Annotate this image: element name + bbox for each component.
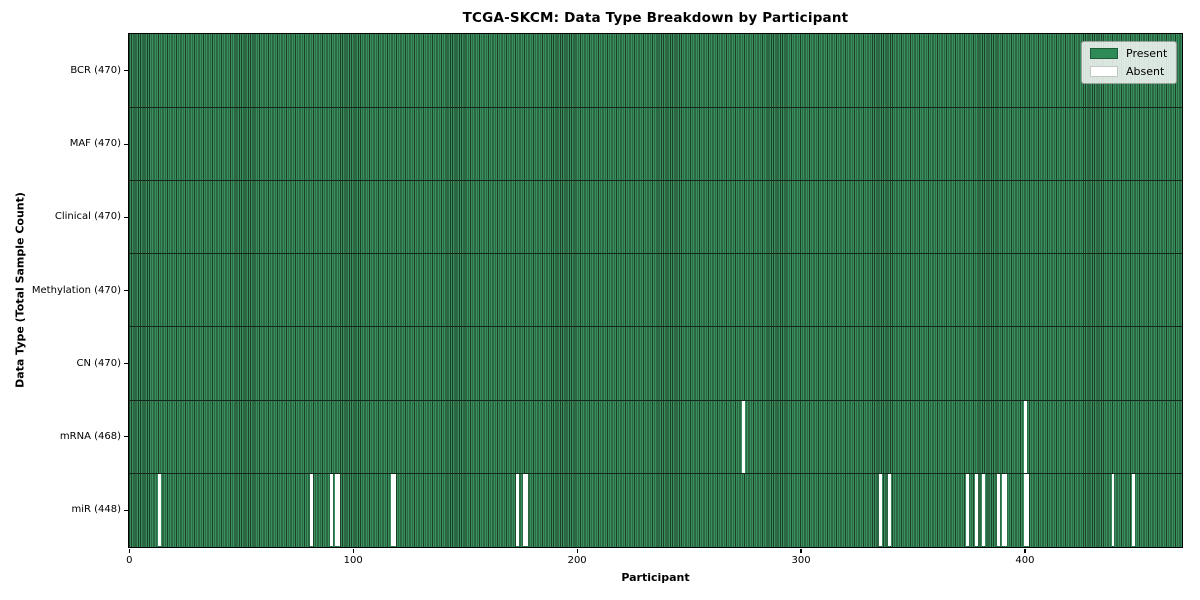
y-tick-mark (124, 363, 128, 365)
absent-gap-miR (981, 473, 985, 547)
x-tick-label: 400 (1015, 555, 1035, 566)
absent-gap-miR (878, 473, 882, 547)
legend-item-present: Present (1090, 47, 1168, 60)
legend-swatch-absent-icon (1090, 66, 1118, 77)
absent-gap-miR (515, 473, 519, 547)
row-divider (129, 179, 1182, 181)
x-tick-label: 200 (567, 555, 587, 566)
absent-gap-miR (1001, 473, 1005, 547)
plot-area (128, 33, 1183, 548)
x-tick-mark (1024, 549, 1026, 553)
absent-gap-mRNA (742, 400, 746, 474)
absent-gap-miR (390, 473, 394, 547)
legend-label-present: Present (1126, 47, 1168, 60)
absent-gap-miR (966, 473, 969, 547)
row-divider (129, 326, 1182, 328)
y-tick-label: miR (448) (71, 504, 121, 516)
y-tick-mark (124, 70, 128, 72)
x-tick-mark (128, 549, 130, 553)
x-axis-label: Participant (621, 571, 690, 584)
absent-gap-miR (997, 473, 1001, 547)
y-tick-mark (124, 143, 128, 145)
y-tick-mark (124, 436, 128, 438)
legend-label-absent: Absent (1126, 65, 1165, 78)
chart-title: TCGA-SKCM: Data Type Breakdown by Partic… (462, 10, 849, 26)
row-divider (129, 106, 1182, 108)
y-tick-label: mRNA (468) (59, 430, 121, 442)
y-tick-mark (124, 509, 128, 511)
x-tick-label: 0 (126, 555, 133, 566)
absent-gap-miR (157, 473, 161, 547)
y-tick-label: Clinical (470) (54, 211, 121, 223)
x-tick-label: 300 (791, 555, 811, 566)
x-tick-mark (352, 549, 354, 553)
y-tick-mark (124, 289, 128, 292)
absent-gap-miR (522, 473, 526, 547)
absent-gap-miR (330, 473, 333, 547)
absent-gap-miR (334, 473, 338, 547)
absent-gap-miR (392, 473, 396, 547)
absent-gap-miR (1111, 473, 1115, 547)
absent-gap-miR (309, 473, 313, 547)
row-divider (129, 253, 1182, 255)
x-tick-mark (800, 549, 802, 553)
y-tick-label: Methylation (470) (31, 284, 121, 296)
absent-gap-mRNA (1024, 400, 1028, 474)
absent-gap-miR (336, 473, 340, 547)
absent-gap-miR (1131, 473, 1135, 547)
absent-gap-miR (524, 473, 528, 547)
x-tick-mark (576, 549, 578, 553)
legend: Present Absent (1081, 41, 1177, 84)
y-tick-label: BCR (470) (70, 64, 121, 76)
absent-gap-miR (1004, 473, 1007, 547)
absent-gap-miR (1026, 473, 1030, 547)
row-divider (129, 472, 1182, 474)
x-tick-label: 100 (343, 555, 363, 566)
absent-gap-miR (1024, 473, 1028, 547)
absent-gap-miR (974, 473, 978, 547)
legend-item-absent: Absent (1090, 65, 1168, 78)
y-tick-mark (124, 216, 128, 218)
legend-swatch-present-icon (1090, 48, 1118, 59)
row-divider (129, 399, 1182, 401)
absent-gap-miR (887, 473, 891, 547)
y-tick-label: MAF (470) (69, 138, 121, 150)
y-tick-label: CN (470) (76, 357, 121, 369)
